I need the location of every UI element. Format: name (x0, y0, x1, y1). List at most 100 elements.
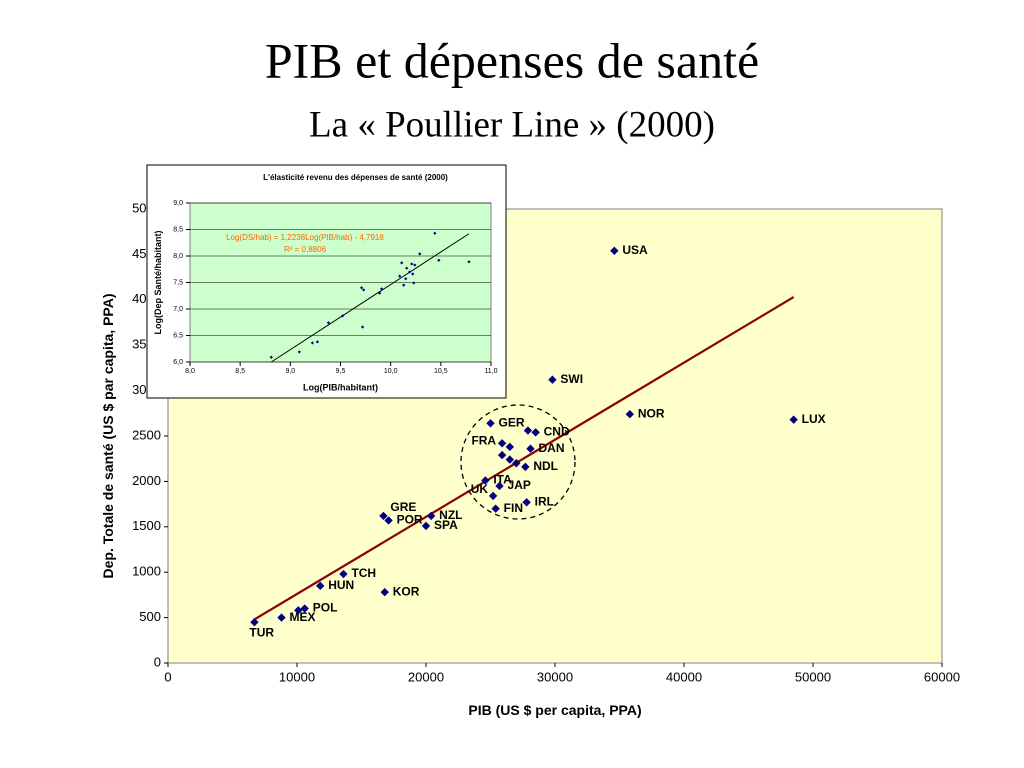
point (521, 462, 530, 472)
point (310, 341, 315, 345)
x-tick-label: 40000 (666, 669, 702, 684)
point (384, 516, 393, 525)
point (789, 415, 798, 424)
trend-line (270, 233, 470, 363)
y-tick-label: 2500 (132, 427, 161, 442)
x-tick-label: 10,5 (434, 368, 448, 375)
point (411, 272, 415, 276)
point (413, 263, 417, 267)
point (405, 266, 409, 270)
point (398, 274, 402, 278)
point (378, 291, 382, 295)
point (486, 419, 495, 428)
point-label: ITA (493, 473, 512, 487)
point-label: SPA (434, 518, 458, 532)
point (505, 442, 515, 452)
point-label: CND (544, 425, 570, 439)
point-label: DAN (538, 441, 564, 455)
cluster-circle (460, 404, 576, 520)
point (361, 288, 366, 292)
point (522, 498, 531, 507)
y-tick-label: 8,5 (173, 226, 183, 233)
point (433, 231, 437, 235)
x-tick-label: 11,0 (484, 368, 497, 375)
annotation: Log(DS/hab) = 1,2238Log(PIB/hab) - 4,791… (226, 233, 384, 242)
point (625, 410, 635, 419)
point (379, 511, 388, 521)
slide-title: PIB et dépenses de santé (265, 32, 759, 88)
point-label: POR (397, 513, 423, 527)
y-tick-label: 7,0 (173, 306, 183, 313)
y-axis-label: Log(Dep Santé/habitant) (153, 231, 163, 335)
point-label: KOR (393, 584, 420, 598)
y-tick-label: 6,0 (173, 359, 183, 366)
point (505, 455, 515, 464)
point (408, 270, 412, 274)
point-label: GER (499, 415, 525, 429)
x-axis-label: PIB (US $ per capita, PPA) (468, 702, 641, 718)
point (467, 260, 471, 264)
point (269, 355, 273, 359)
annotation: R² = 0,8806 (284, 245, 327, 254)
y-tick-label: 7,5 (173, 279, 183, 286)
point (316, 581, 325, 591)
point-label: USA (622, 243, 648, 257)
point (359, 286, 364, 290)
point (315, 340, 320, 344)
point (526, 444, 535, 453)
y-axis-label: Dep. Totale de santé (US $ par capita, P… (100, 294, 116, 579)
x-tick-label: 0 (164, 669, 171, 684)
trend-line (253, 296, 795, 621)
point (297, 350, 301, 354)
slide-subtitle: La « Poullier Line » (2000) (309, 104, 715, 145)
point-label: LUX (802, 412, 826, 426)
x-tick-label: 9,0 (285, 368, 295, 375)
point-label: TUR (249, 625, 274, 639)
point-label: NZL (439, 508, 462, 522)
point (300, 604, 309, 613)
point (418, 252, 422, 256)
x-tick-label: 50000 (795, 669, 831, 684)
x-tick-label: 10000 (279, 669, 315, 684)
point (437, 258, 441, 262)
y-tick-label: 6,5 (173, 332, 183, 339)
inset-chart: 6,0 6,5 7,0 7,5 8,0 8,5 9,0 8,0 8,5 9,0 9,5 10,0 10,… (146, 164, 507, 399)
point-label: UK (471, 482, 489, 496)
y-tick-label: 8,0 (173, 253, 183, 260)
point (421, 521, 431, 531)
x-tick-label: 8,5 (235, 368, 245, 375)
point (339, 569, 348, 579)
point-label: FIN (504, 501, 523, 515)
point-label: IRL (535, 494, 554, 508)
point-label: POL (313, 601, 338, 615)
chart-title: L'élasticité revenu des dépenses de sant… (263, 173, 448, 182)
point (277, 613, 286, 622)
point (380, 287, 384, 291)
point-label: JAP (508, 478, 531, 492)
point (610, 246, 619, 255)
point-label: SWI (560, 372, 583, 386)
point-label: FRA (471, 433, 496, 447)
point (402, 283, 406, 287)
point (488, 491, 498, 501)
point (426, 511, 436, 521)
point (294, 606, 303, 615)
point-label: NDL (533, 459, 558, 473)
point (497, 450, 507, 460)
x-tick-label: 60000 (924, 669, 960, 684)
point (491, 504, 500, 513)
point-label: MEX (290, 610, 316, 624)
y-tick-label: 1500 (132, 518, 161, 533)
point-label: NOR (638, 406, 665, 420)
point (548, 375, 557, 384)
point (410, 262, 414, 266)
y-tick-label: 1000 (132, 564, 161, 579)
point-label: GRE (390, 500, 416, 514)
point (512, 459, 521, 468)
point (497, 439, 507, 448)
x-axis-label: Log(PIB/habitant) (303, 382, 378, 392)
point-label: TCH (351, 566, 376, 580)
point (360, 325, 365, 329)
point (481, 476, 490, 485)
